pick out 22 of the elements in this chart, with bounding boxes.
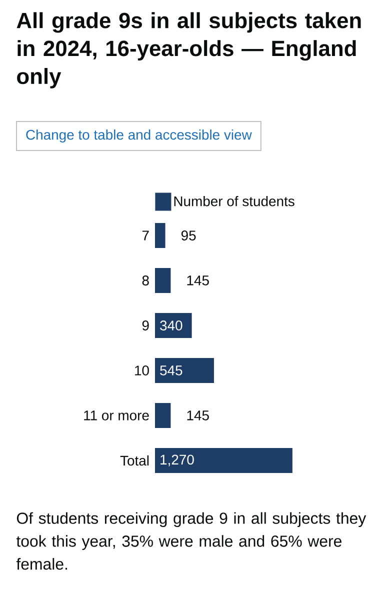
data-label: 95 [181,230,196,240]
data-label: 145 [187,276,209,286]
bar [155,358,214,383]
bar [155,448,292,473]
y-tick-label: 10 [135,366,149,376]
bar [155,402,171,428]
bar [155,313,192,338]
text: Of students receiving grade 9 in all subjects they took this year, 35% were male and 65% were female. [16,512,366,570]
data-label: 545 [160,366,182,376]
text: Change to table and accessible view [26,129,252,142]
bar [155,223,166,248]
y-tick-label: 7 [142,230,149,240]
y-tick-label: 8 [142,276,149,286]
y-tick-label: 9 [142,320,149,330]
data-label: 340 [160,320,182,330]
legend-label: Number of students [174,196,294,206]
chart-title: All grade 9s in all subjects taken in 2024, 16-year-olds — England only [16,12,361,88]
bar [155,268,171,293]
y-tick-label: 11 or more [84,410,149,420]
data-label: 1,270 [160,454,194,466]
data-label: 145 [187,410,209,420]
y-tick-label: Total [120,455,149,466]
